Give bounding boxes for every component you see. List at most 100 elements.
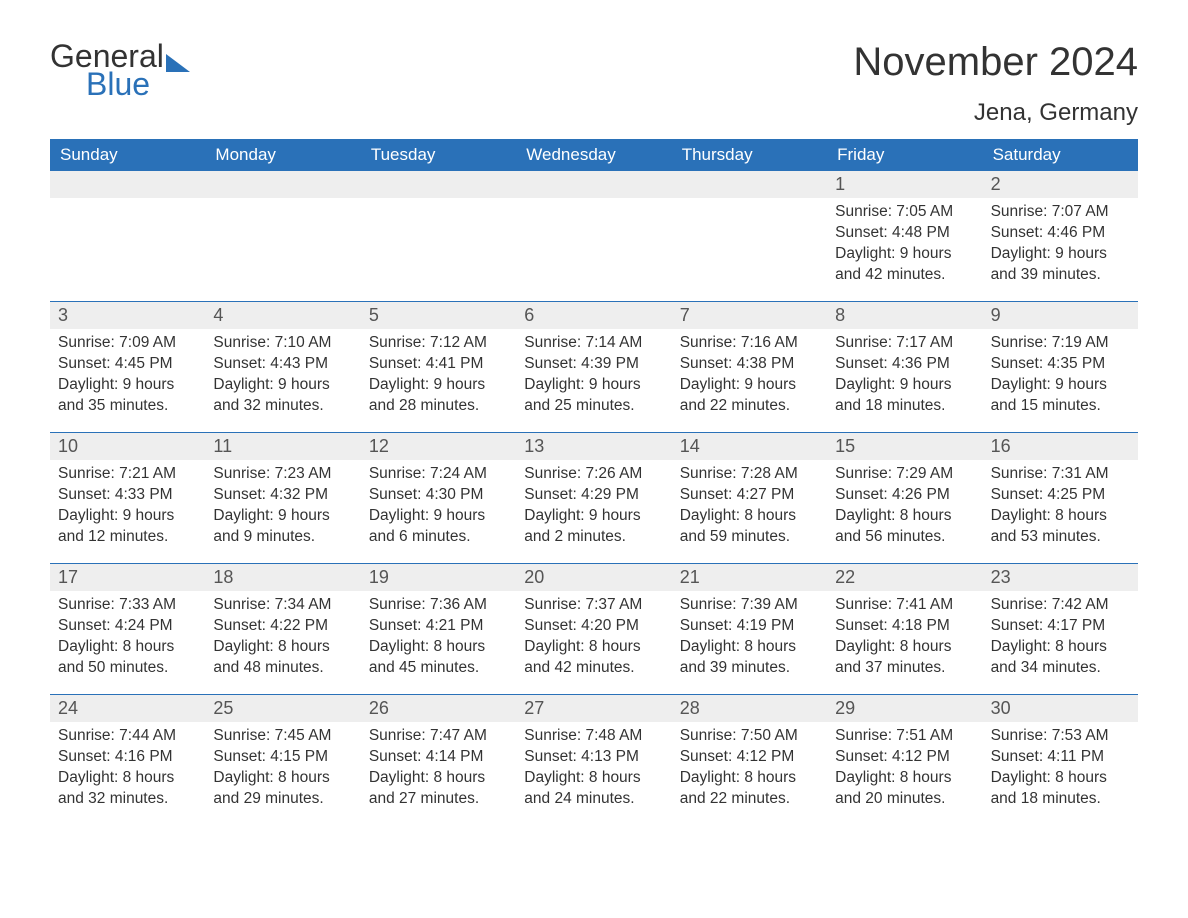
- day-sunrise: Sunrise: 7:12 AM: [369, 333, 508, 354]
- calendar: SundayMondayTuesdayWednesdayThursdayFrid…: [50, 139, 1138, 825]
- day-d1: Daylight: 8 hours: [991, 506, 1130, 527]
- day-cell: 26Sunrise: 7:47 AMSunset: 4:14 PMDayligh…: [361, 695, 516, 825]
- day-d1: Daylight: 9 hours: [369, 506, 508, 527]
- day-details: Sunrise: 7:14 AMSunset: 4:39 PMDaylight:…: [516, 329, 671, 417]
- day-sunset: Sunset: 4:15 PM: [213, 747, 352, 768]
- day-d1: Daylight: 8 hours: [680, 506, 819, 527]
- brand-triangle-icon: [166, 54, 190, 72]
- day-sunrise: Sunrise: 7:26 AM: [524, 464, 663, 485]
- day-details: Sunrise: 7:09 AMSunset: 4:45 PMDaylight:…: [50, 329, 205, 417]
- day-d2: and 18 minutes.: [835, 396, 974, 417]
- day-sunrise: Sunrise: 7:37 AM: [524, 595, 663, 616]
- day-cell: 3Sunrise: 7:09 AMSunset: 4:45 PMDaylight…: [50, 302, 205, 432]
- day-d1: Daylight: 9 hours: [524, 375, 663, 396]
- day-sunrise: Sunrise: 7:16 AM: [680, 333, 819, 354]
- day-d2: and 22 minutes.: [680, 789, 819, 810]
- day-details: Sunrise: 7:53 AMSunset: 4:11 PMDaylight:…: [983, 722, 1138, 810]
- day-d2: and 29 minutes.: [213, 789, 352, 810]
- day-d1: Daylight: 8 hours: [991, 637, 1130, 658]
- day-number: 26: [361, 695, 516, 722]
- day-d2: and 56 minutes.: [835, 527, 974, 548]
- day-cell: 14Sunrise: 7:28 AMSunset: 4:27 PMDayligh…: [672, 433, 827, 563]
- day-sunset: Sunset: 4:14 PM: [369, 747, 508, 768]
- empty-day-cell: [672, 171, 827, 301]
- day-cell: 10Sunrise: 7:21 AMSunset: 4:33 PMDayligh…: [50, 433, 205, 563]
- weekday-header-row: SundayMondayTuesdayWednesdayThursdayFrid…: [50, 139, 1138, 171]
- day-cell: 27Sunrise: 7:48 AMSunset: 4:13 PMDayligh…: [516, 695, 671, 825]
- day-d1: Daylight: 8 hours: [991, 768, 1130, 789]
- day-sunset: Sunset: 4:27 PM: [680, 485, 819, 506]
- day-details: Sunrise: 7:16 AMSunset: 4:38 PMDaylight:…: [672, 329, 827, 417]
- day-d1: Daylight: 9 hours: [58, 375, 197, 396]
- day-number: 27: [516, 695, 671, 722]
- day-d1: Daylight: 9 hours: [991, 375, 1130, 396]
- day-cell: 6Sunrise: 7:14 AMSunset: 4:39 PMDaylight…: [516, 302, 671, 432]
- day-sunset: Sunset: 4:26 PM: [835, 485, 974, 506]
- brand-text: General Blue: [50, 40, 190, 100]
- day-details: Sunrise: 7:45 AMSunset: 4:15 PMDaylight:…: [205, 722, 360, 810]
- day-number: 13: [516, 433, 671, 460]
- day-sunrise: Sunrise: 7:14 AM: [524, 333, 663, 354]
- weekday-friday: Friday: [827, 139, 982, 171]
- day-sunrise: Sunrise: 7:42 AM: [991, 595, 1130, 616]
- day-cell: 9Sunrise: 7:19 AMSunset: 4:35 PMDaylight…: [983, 302, 1138, 432]
- day-d2: and 34 minutes.: [991, 658, 1130, 679]
- day-d1: Daylight: 8 hours: [524, 637, 663, 658]
- day-d2: and 9 minutes.: [213, 527, 352, 548]
- day-number: 25: [205, 695, 360, 722]
- day-sunrise: Sunrise: 7:19 AM: [991, 333, 1130, 354]
- week-row: 1Sunrise: 7:05 AMSunset: 4:48 PMDaylight…: [50, 171, 1138, 301]
- day-number: 22: [827, 564, 982, 591]
- day-sunrise: Sunrise: 7:17 AM: [835, 333, 974, 354]
- day-cell: 20Sunrise: 7:37 AMSunset: 4:20 PMDayligh…: [516, 564, 671, 694]
- day-d1: Daylight: 9 hours: [835, 375, 974, 396]
- day-cell: 11Sunrise: 7:23 AMSunset: 4:32 PMDayligh…: [205, 433, 360, 563]
- day-number: 9: [983, 302, 1138, 329]
- day-details: Sunrise: 7:48 AMSunset: 4:13 PMDaylight:…: [516, 722, 671, 810]
- day-number: 21: [672, 564, 827, 591]
- day-d1: Daylight: 9 hours: [369, 375, 508, 396]
- day-sunrise: Sunrise: 7:36 AM: [369, 595, 508, 616]
- day-d2: and 59 minutes.: [680, 527, 819, 548]
- day-details: Sunrise: 7:37 AMSunset: 4:20 PMDaylight:…: [516, 591, 671, 679]
- day-details: Sunrise: 7:17 AMSunset: 4:36 PMDaylight:…: [827, 329, 982, 417]
- day-d2: and 6 minutes.: [369, 527, 508, 548]
- day-sunrise: Sunrise: 7:10 AM: [213, 333, 352, 354]
- day-sunrise: Sunrise: 7:29 AM: [835, 464, 974, 485]
- day-cell: 19Sunrise: 7:36 AMSunset: 4:21 PMDayligh…: [361, 564, 516, 694]
- day-d1: Daylight: 8 hours: [524, 768, 663, 789]
- header: General Blue November 2024 Jena, Germany: [50, 40, 1138, 127]
- day-number: 15: [827, 433, 982, 460]
- day-number: 20: [516, 564, 671, 591]
- day-d1: Daylight: 8 hours: [835, 637, 974, 658]
- day-cell: 15Sunrise: 7:29 AMSunset: 4:26 PMDayligh…: [827, 433, 982, 563]
- location-label: Jena, Germany: [853, 99, 1138, 127]
- day-cell: 8Sunrise: 7:17 AMSunset: 4:36 PMDaylight…: [827, 302, 982, 432]
- weekday-thursday: Thursday: [672, 139, 827, 171]
- day-sunset: Sunset: 4:20 PM: [524, 616, 663, 637]
- day-cell: 7Sunrise: 7:16 AMSunset: 4:38 PMDaylight…: [672, 302, 827, 432]
- day-d2: and 27 minutes.: [369, 789, 508, 810]
- day-d1: Daylight: 9 hours: [680, 375, 819, 396]
- day-number: 3: [50, 302, 205, 329]
- day-sunset: Sunset: 4:32 PM: [213, 485, 352, 506]
- day-d2: and 18 minutes.: [991, 789, 1130, 810]
- day-details: Sunrise: 7:28 AMSunset: 4:27 PMDaylight:…: [672, 460, 827, 548]
- day-number: 24: [50, 695, 205, 722]
- day-number: 11: [205, 433, 360, 460]
- brand-logo: General Blue: [50, 40, 190, 100]
- day-sunrise: Sunrise: 7:45 AM: [213, 726, 352, 747]
- day-details: Sunrise: 7:29 AMSunset: 4:26 PMDaylight:…: [827, 460, 982, 548]
- day-d2: and 35 minutes.: [58, 396, 197, 417]
- day-d1: Daylight: 9 hours: [58, 506, 197, 527]
- day-sunrise: Sunrise: 7:41 AM: [835, 595, 974, 616]
- day-sunset: Sunset: 4:38 PM: [680, 354, 819, 375]
- day-details: Sunrise: 7:21 AMSunset: 4:33 PMDaylight:…: [50, 460, 205, 548]
- day-details: Sunrise: 7:42 AMSunset: 4:17 PMDaylight:…: [983, 591, 1138, 679]
- day-d2: and 25 minutes.: [524, 396, 663, 417]
- title-block: November 2024 Jena, Germany: [853, 40, 1138, 127]
- empty-day-bar: [361, 171, 516, 198]
- day-number: 12: [361, 433, 516, 460]
- day-number: 10: [50, 433, 205, 460]
- day-cell: 13Sunrise: 7:26 AMSunset: 4:29 PMDayligh…: [516, 433, 671, 563]
